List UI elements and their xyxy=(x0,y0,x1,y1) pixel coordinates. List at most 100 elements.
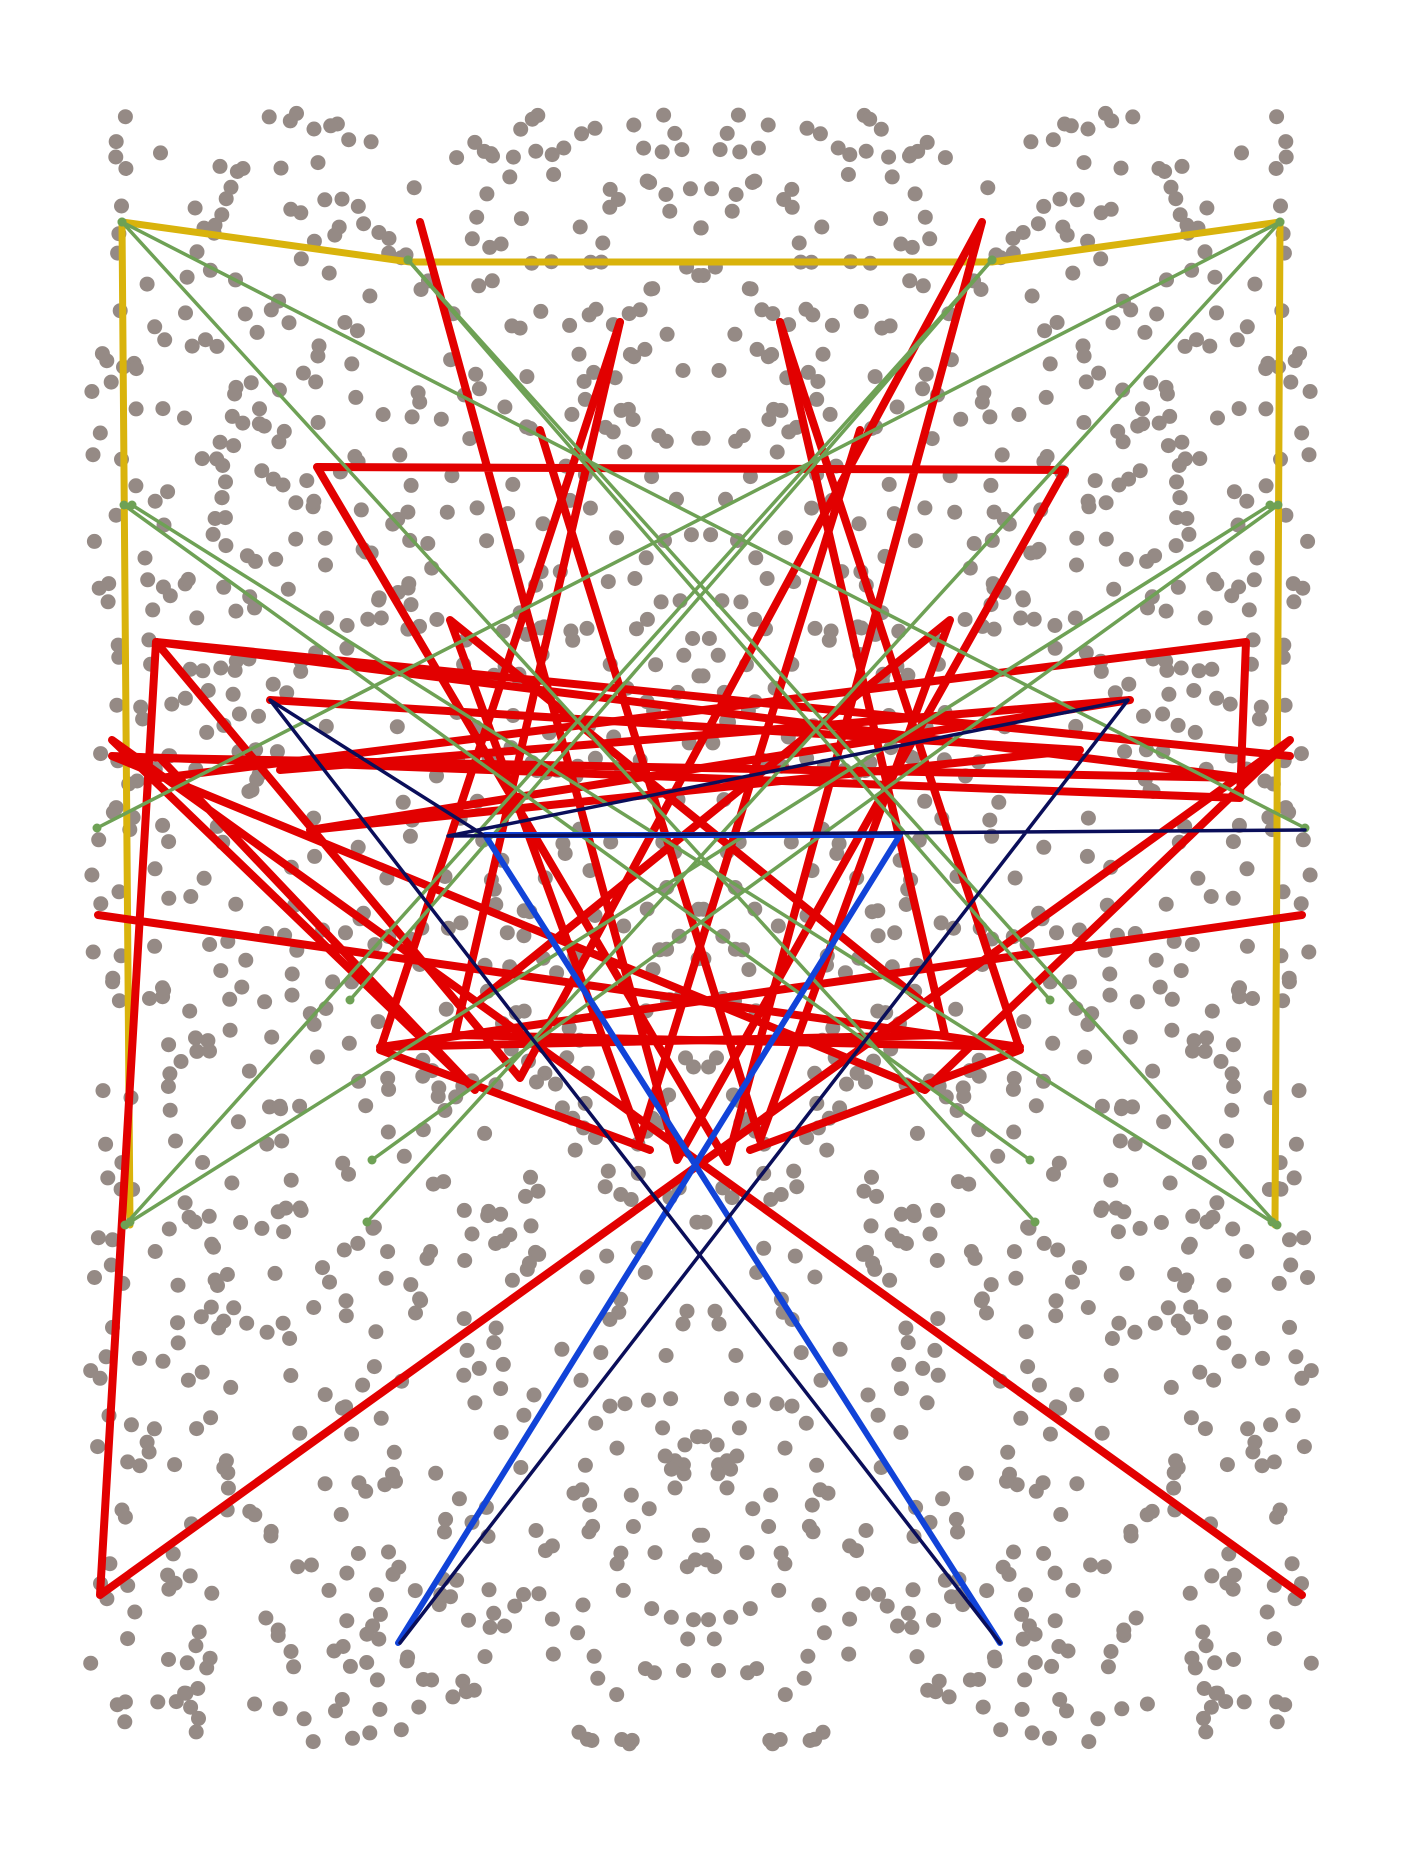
dot xyxy=(871,1587,886,1602)
dot xyxy=(270,1204,286,1220)
dot xyxy=(207,217,223,233)
dot xyxy=(723,1461,739,1477)
dot xyxy=(93,896,109,912)
dot xyxy=(147,938,163,954)
green-node xyxy=(125,1217,135,1227)
dot xyxy=(1286,594,1302,610)
dot xyxy=(731,1420,747,1436)
dot xyxy=(1160,1300,1176,1316)
dot xyxy=(469,500,485,516)
dot xyxy=(310,155,326,171)
dot xyxy=(359,1655,375,1670)
dot xyxy=(369,1587,384,1603)
dot xyxy=(1117,744,1133,760)
dot xyxy=(1177,338,1193,354)
dot xyxy=(366,1359,382,1375)
dot xyxy=(800,364,816,380)
dot xyxy=(358,1483,374,1499)
dot xyxy=(349,323,365,339)
dot xyxy=(108,149,124,165)
dot xyxy=(177,410,192,426)
dot xyxy=(1170,579,1186,595)
dot xyxy=(1076,155,1092,171)
dot xyxy=(884,169,900,185)
dot xyxy=(1125,109,1141,125)
dot xyxy=(505,476,521,492)
dot xyxy=(334,1692,350,1707)
dot xyxy=(428,1465,444,1481)
dot xyxy=(183,1699,199,1715)
dot xyxy=(142,991,157,1006)
dot xyxy=(1098,495,1114,511)
dot xyxy=(204,1236,220,1252)
dot xyxy=(867,369,883,385)
dot xyxy=(499,925,515,941)
dot xyxy=(114,1502,130,1518)
dot xyxy=(1044,1658,1060,1674)
dot xyxy=(1301,447,1317,463)
dot xyxy=(1053,1507,1069,1522)
dot xyxy=(719,125,735,141)
dot xyxy=(1047,1613,1063,1629)
dot xyxy=(1027,1626,1043,1642)
dot xyxy=(111,884,127,900)
dot xyxy=(1263,1417,1279,1433)
dot xyxy=(957,612,973,627)
dot xyxy=(870,903,886,919)
dot xyxy=(653,594,669,610)
dot xyxy=(317,1476,333,1492)
dot xyxy=(224,1175,240,1191)
dot xyxy=(546,167,562,182)
dot xyxy=(904,1619,920,1635)
dot xyxy=(196,870,212,886)
dot xyxy=(745,1501,761,1517)
dot xyxy=(840,167,856,182)
dot xyxy=(308,374,324,390)
dot xyxy=(1163,1379,1179,1395)
dot xyxy=(194,451,210,467)
dot xyxy=(765,1736,781,1752)
dot xyxy=(258,1610,274,1626)
dot xyxy=(1303,1655,1319,1671)
dot xyxy=(203,1410,219,1426)
dot xyxy=(269,744,285,760)
dot xyxy=(437,1524,452,1540)
dot xyxy=(1127,1324,1143,1340)
dot xyxy=(402,532,418,548)
dot xyxy=(299,473,315,489)
dot xyxy=(1115,382,1131,398)
dot xyxy=(1294,425,1310,441)
dot xyxy=(588,1415,604,1431)
dot xyxy=(468,366,484,382)
dot xyxy=(1006,1070,1022,1086)
dot xyxy=(189,1043,205,1059)
dot xyxy=(220,1465,236,1481)
dot xyxy=(95,1083,111,1099)
dot xyxy=(905,1203,921,1219)
dot xyxy=(950,1174,966,1190)
dot xyxy=(637,341,653,357)
dot xyxy=(338,925,353,941)
dot xyxy=(724,1190,740,1206)
dot xyxy=(199,724,215,740)
dot xyxy=(1225,1581,1241,1597)
dot xyxy=(893,236,909,252)
dot xyxy=(108,134,124,150)
dot xyxy=(842,1611,858,1627)
dot xyxy=(1014,1701,1030,1717)
dot xyxy=(1083,1557,1099,1573)
dot xyxy=(695,668,711,684)
dot xyxy=(1158,379,1174,395)
dot xyxy=(83,1655,99,1671)
dot xyxy=(348,389,364,405)
dot xyxy=(804,500,820,516)
green-node xyxy=(119,500,129,510)
dot xyxy=(317,530,333,546)
dot xyxy=(100,1170,116,1186)
dot xyxy=(400,1649,416,1665)
dot xyxy=(380,1124,396,1140)
dot xyxy=(930,1202,946,1218)
dot xyxy=(274,1133,290,1149)
dot xyxy=(982,409,998,425)
dot xyxy=(1103,1368,1119,1383)
